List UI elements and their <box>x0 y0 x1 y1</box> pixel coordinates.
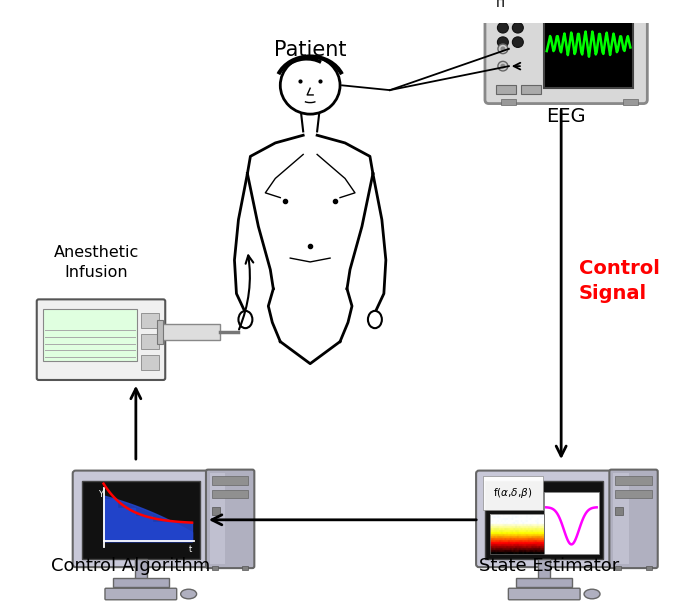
Bar <box>242 566 248 570</box>
Bar <box>538 558 550 580</box>
Bar <box>613 474 629 564</box>
Bar <box>141 334 160 349</box>
FancyBboxPatch shape <box>206 469 254 568</box>
Bar <box>496 85 516 94</box>
Text: EEG: EEG <box>546 108 586 126</box>
Ellipse shape <box>368 311 382 328</box>
Circle shape <box>512 22 524 33</box>
Bar <box>212 490 248 499</box>
Bar <box>490 514 544 554</box>
Bar <box>210 474 225 564</box>
Bar <box>43 309 137 361</box>
Bar <box>615 476 652 485</box>
Circle shape <box>498 22 508 33</box>
Text: Patient: Patient <box>274 40 346 60</box>
Ellipse shape <box>239 311 253 328</box>
FancyBboxPatch shape <box>105 588 176 600</box>
Circle shape <box>512 8 524 19</box>
Bar <box>82 481 200 558</box>
Bar <box>624 99 638 105</box>
Ellipse shape <box>181 589 197 599</box>
Circle shape <box>498 44 508 54</box>
Bar <box>160 324 220 339</box>
Text: Y: Y <box>97 490 103 499</box>
Bar <box>544 0 634 88</box>
Bar <box>141 355 160 370</box>
Polygon shape <box>104 499 192 541</box>
Bar <box>615 566 622 570</box>
Bar <box>485 481 603 558</box>
Bar <box>615 490 652 499</box>
FancyBboxPatch shape <box>610 469 658 568</box>
Text: Control
Signal: Control Signal <box>579 259 660 303</box>
Bar <box>521 85 540 94</box>
FancyBboxPatch shape <box>73 471 209 567</box>
FancyBboxPatch shape <box>36 299 165 380</box>
Circle shape <box>498 37 508 47</box>
Circle shape <box>498 61 508 71</box>
Bar <box>141 313 160 328</box>
Ellipse shape <box>584 589 600 599</box>
Circle shape <box>512 37 524 47</box>
Bar <box>615 507 623 515</box>
Text: Anesthetic
Infusion: Anesthetic Infusion <box>53 246 139 280</box>
Bar <box>113 578 169 587</box>
FancyBboxPatch shape <box>485 0 648 103</box>
FancyBboxPatch shape <box>508 588 580 600</box>
Bar <box>501 99 516 105</box>
Text: t: t <box>189 545 192 554</box>
Bar <box>544 492 598 554</box>
Text: п: п <box>496 0 505 10</box>
Circle shape <box>498 8 508 19</box>
Bar <box>212 507 220 515</box>
Bar <box>212 566 218 570</box>
Text: f($\alpha$,$\delta$,$\beta$): f($\alpha$,$\delta$,$\beta$) <box>493 486 532 500</box>
Bar <box>212 476 248 485</box>
Bar <box>646 566 652 570</box>
Text: Control Algorithm: Control Algorithm <box>51 557 211 575</box>
Bar <box>135 558 147 580</box>
Bar <box>158 321 163 344</box>
Bar <box>517 578 572 587</box>
Circle shape <box>500 47 505 51</box>
Circle shape <box>500 64 505 68</box>
Circle shape <box>280 56 340 114</box>
FancyBboxPatch shape <box>476 471 612 567</box>
Text: State Estimator: State Estimator <box>479 557 620 575</box>
